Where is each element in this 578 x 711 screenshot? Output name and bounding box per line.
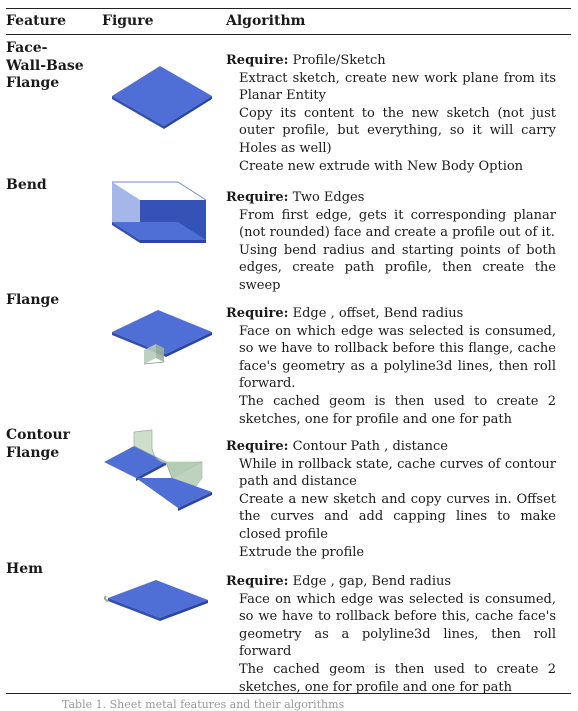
feature-name-hem: Hem <box>6 561 98 579</box>
algorithm-step: Face on which edge was selected is consu… <box>239 323 556 392</box>
algorithm-step: Face on which edge was selected is consu… <box>239 591 556 660</box>
require-label: Require: <box>226 439 289 454</box>
algorithm-step: Create a new sketch and copy curves in. … <box>239 491 556 542</box>
table-bottom-rule <box>6 693 571 695</box>
algorithm-step: Using bend radius and starting points of… <box>239 242 556 293</box>
algorithm-hem: Require: Edge , gap, Bend radius Face on… <box>226 573 556 696</box>
require-line: Require: Edge , gap, Bend radius <box>226 573 556 591</box>
header-figure: Figure <box>102 13 154 29</box>
require-value: Contour Path , distance <box>292 439 448 454</box>
require-label: Require: <box>226 190 289 205</box>
algorithm-step: Create new extrude with New Body Option <box>239 158 524 174</box>
algorithm-step: The cached geom is then used to create 2… <box>239 661 556 695</box>
require-value: Edge , offset, Bend radius <box>292 306 464 321</box>
feature-line: Flange <box>6 75 60 91</box>
feature-line: Hem <box>6 561 43 577</box>
require-line: Require: Edge , offset, Bend radius <box>226 305 556 323</box>
algorithm-step: Copy its content to the new sketch (not … <box>239 105 556 156</box>
feature-name-contour-flange: Contour Flange <box>6 427 98 462</box>
algorithm-step: The cached geom is then used to create 2… <box>239 393 556 427</box>
hemmed-plate-figure <box>103 580 208 621</box>
flanged-plate-figure <box>112 310 212 365</box>
bent-plate-figure <box>112 181 207 243</box>
require-value: Two Edges <box>292 190 365 205</box>
require-value: Profile/Sketch <box>292 53 386 68</box>
feature-line: Bend <box>6 177 47 193</box>
feature-line: Face- <box>6 40 48 56</box>
require-value: Edge , gap, Bend radius <box>292 574 452 589</box>
algorithm-step: Extract sketch, create new work plane fr… <box>239 70 556 104</box>
table-header-rule <box>6 34 571 35</box>
feature-name-flange: Flange <box>6 292 98 310</box>
require-label: Require: <box>226 574 289 589</box>
header-feature: Feature <box>6 13 67 29</box>
feature-name-bend: Bend <box>6 177 98 195</box>
require-label: Require: <box>226 53 289 68</box>
feature-line: Flange <box>6 292 60 308</box>
require-line: Require: Two Edges <box>226 189 556 207</box>
feature-name-face-wall-base-flange: Face- Wall-Base Flange <box>6 40 98 93</box>
table-caption: Table 1. Sheet metal features and their … <box>62 698 345 711</box>
algorithm-flange: Require: Edge , offset, Bend radius Face… <box>226 305 556 428</box>
algorithm-step: Extrude the profile <box>239 544 365 560</box>
algorithm-contour-flange: Require: Contour Path , distance While i… <box>226 438 556 561</box>
feature-line: Contour <box>6 427 71 443</box>
contour-flange-figure <box>104 429 212 511</box>
algorithm-step: While in rollback state, cache curves of… <box>239 456 556 490</box>
header-algorithm: Algorithm <box>226 13 306 29</box>
flat-plate-figure <box>112 66 212 129</box>
feature-line: Flange <box>6 444 60 461</box>
algorithm-face-wall-base-flange: Require: Profile/Sketch Extract sketch, … <box>226 52 556 175</box>
require-line: Require: Contour Path , distance <box>226 438 556 456</box>
require-line: Require: Profile/Sketch <box>226 52 556 70</box>
feature-line: Wall-Base <box>6 57 84 74</box>
algorithm-step: From first edge, gets it corresponding p… <box>239 207 556 241</box>
require-label: Require: <box>226 306 289 321</box>
algorithm-bend: Require: Two Edges From first edge, gets… <box>226 189 556 295</box>
table-top-rule <box>6 8 571 10</box>
